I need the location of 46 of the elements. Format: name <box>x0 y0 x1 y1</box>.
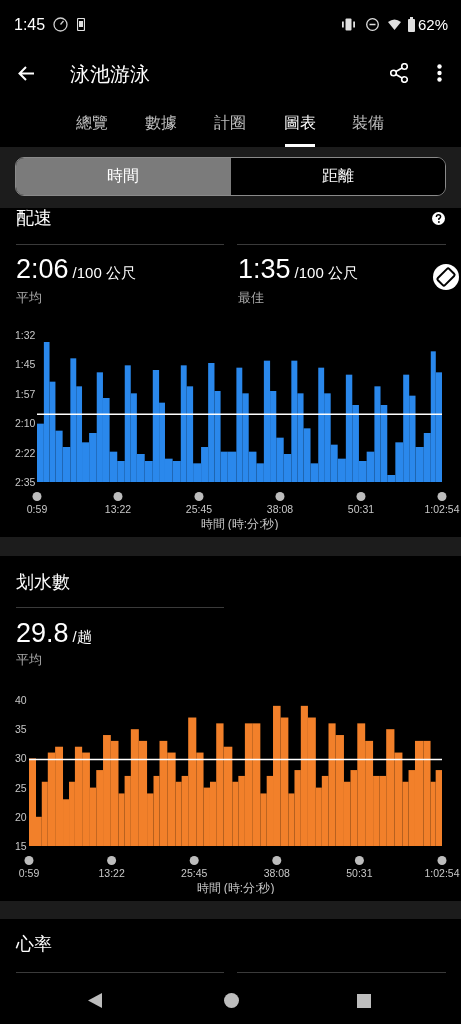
text: 計圈 <box>214 113 246 133</box>
x-tick-label: 38:08 <box>266 503 294 515</box>
text: 數據 <box>145 113 177 133</box>
y-tick-label: 15 <box>15 840 27 852</box>
text: 29.8 <box>16 618 69 649</box>
x-tick-label: 1:02:54 <box>424 503 460 515</box>
text: 平均 <box>16 289 42 306</box>
y-tick-label: 2:22 <box>15 446 36 459</box>
text: 62% <box>417 16 448 34</box>
y-tick-label: 2:35 <box>15 476 36 488</box>
x-tick-label: 50:31 <box>347 503 375 515</box>
y-tick-label: 20 <box>15 810 27 823</box>
segmented-control: 時間 距離 <box>15 157 446 196</box>
text: /100 公尺 <box>72 264 136 283</box>
y-tick-label: 2:10 <box>15 417 36 430</box>
x-tick-label: 13:22 <box>98 867 125 879</box>
x-tick-label: 50:31 <box>346 867 373 879</box>
y-tick-label: 1:45 <box>15 358 36 371</box>
text: 1:35 <box>238 254 291 285</box>
y-tick-label: 30 <box>15 752 27 765</box>
y-tick-label: 1:57 <box>15 387 36 400</box>
text: /趟 <box>72 628 92 647</box>
text: 最佳 <box>238 289 264 306</box>
x-tick-label: 0:59 <box>18 867 40 879</box>
chart-title: 划水數 <box>16 571 70 593</box>
text: 心率 <box>16 933 52 955</box>
x-tick-label: 25:45 <box>181 867 208 879</box>
x-tick-label: 0:59 <box>26 503 48 515</box>
x-tick-label: 25:45 <box>185 503 213 515</box>
text: 圖表 <box>284 113 316 133</box>
text: 總覽 <box>76 113 108 133</box>
text: 裝備 <box>352 113 384 133</box>
text: 泳池游泳 <box>70 62 150 86</box>
x-axis-title: 時間 (時:分:秒) <box>200 517 279 531</box>
y-tick-label: 1:32 <box>15 329 36 341</box>
x-axis-title: 時間 (時:分:秒) <box>196 881 275 895</box>
x-tick-label: 38:08 <box>263 867 291 879</box>
x-tick-label: 1:02:54 <box>424 867 460 879</box>
x-tick-label: 13:22 <box>104 503 132 515</box>
text: 2:06 <box>16 254 69 285</box>
text: 平均 <box>16 651 42 668</box>
y-tick-label: 35 <box>15 723 27 736</box>
chart-title: 配速 <box>16 207 52 229</box>
text: /100 公尺 <box>294 264 358 283</box>
y-tick-label: 25 <box>15 781 27 794</box>
y-tick-label: 40 <box>15 694 27 706</box>
